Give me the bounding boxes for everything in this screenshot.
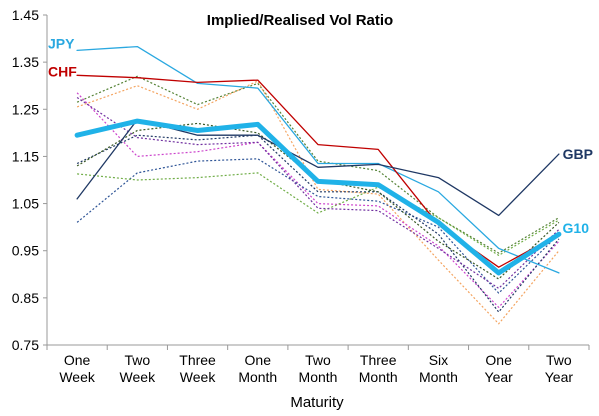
x-tick-label: Two Month	[299, 352, 338, 385]
x-tick-label: One Week	[59, 352, 96, 385]
x-tick-label-line: Three	[179, 352, 216, 368]
x-tick-label-line: One	[485, 352, 512, 368]
series-label-jpy: JPY	[48, 35, 75, 51]
series-label-gbp: GBP	[563, 146, 593, 162]
y-tick-label: 1.35	[12, 54, 39, 70]
series-line-9	[77, 172, 560, 256]
x-tick-label-line: Two	[546, 352, 572, 368]
x-tick-label-line: Three	[360, 352, 397, 368]
x-tick-label: Two Week	[120, 352, 157, 385]
series-line-5	[76, 75, 560, 254]
x-tick-label-line: Month	[299, 369, 338, 385]
x-tick-label: Two Year	[545, 352, 574, 385]
x-tick-label-line: One	[245, 352, 272, 368]
x-tick-label-line: Week	[180, 369, 217, 385]
y-tick-label: 1.25	[12, 101, 39, 117]
series-line-8	[76, 158, 560, 294]
series-layer	[74, 45, 562, 325]
x-tick-label: One Year	[485, 352, 514, 385]
x-tick-label-line: Six	[429, 352, 448, 368]
x-tick-label-line: Two	[305, 352, 331, 368]
series-line-10	[76, 134, 560, 313]
x-tick-label-line: Month	[238, 369, 277, 385]
x-tick-label-line: Week	[59, 369, 96, 385]
series-line-gbp	[76, 119, 560, 217]
series-label-g10: G10	[563, 220, 590, 236]
series-line-6	[76, 80, 560, 325]
y-tick-label: 1.45	[12, 7, 39, 23]
series-line-chf	[76, 74, 560, 268]
series-line-g10	[74, 118, 562, 276]
x-tick-label-line: Month	[359, 369, 398, 385]
x-axis-title: Maturity	[290, 394, 344, 411]
y-tick-label: 0.95	[12, 243, 39, 259]
x-tick-label-line: Two	[124, 352, 150, 368]
x-tick-label-line: Year	[485, 369, 514, 385]
y-tick-label: 0.85	[12, 290, 39, 306]
y-tick-label: 1.05	[12, 196, 39, 212]
x-tick-label: Six Month	[419, 352, 458, 385]
series-line-7	[76, 92, 560, 308]
y-tick-label: 1.15	[12, 148, 39, 164]
series-line-12	[76, 122, 560, 280]
x-tick-label-line: One	[64, 352, 91, 368]
x-tick-label-line: Week	[120, 369, 157, 385]
series-line-11	[76, 97, 560, 289]
x-tick-label-line: Month	[419, 369, 458, 385]
x-tick-label: Three Month	[359, 352, 398, 385]
x-tick-label: Three Week	[179, 352, 216, 385]
series-labels-layer: JPY CHF GBP G10	[48, 35, 593, 236]
chart-title: Implied/Realised Vol Ratio	[207, 12, 393, 29]
series-label-chf: CHF	[48, 63, 77, 79]
series-line-jpy	[76, 45, 560, 274]
x-tick-label-line: Year	[545, 369, 574, 385]
y-tick-label: 0.75	[12, 337, 39, 353]
x-tick-label: One Month	[238, 352, 277, 385]
